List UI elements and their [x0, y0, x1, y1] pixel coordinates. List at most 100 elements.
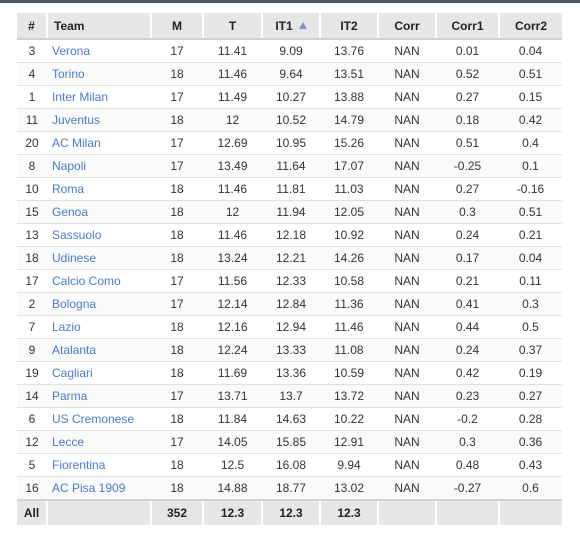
cell-t: 13.71 — [203, 385, 262, 408]
cell-corr1: 0.24 — [436, 224, 499, 247]
cell-corr2: 0.37 — [499, 339, 562, 362]
team-link[interactable]: Napoli — [47, 155, 151, 178]
cell-corr2: 0.51 — [499, 63, 562, 86]
cell-t: 11.49 — [203, 86, 262, 109]
cell-corr2: 0.5 — [499, 316, 562, 339]
total-cell-t: 12.3 — [203, 500, 262, 525]
cell-it1: 11.64 — [262, 155, 320, 178]
cell-it1: 16.08 — [262, 454, 320, 477]
total-cell-it2: 12.3 — [320, 500, 378, 525]
cell-it2: 11.46 — [320, 316, 378, 339]
cell-m: 17 — [151, 385, 203, 408]
cell-corr1: 0.44 — [436, 316, 499, 339]
column-header-team[interactable]: Team — [47, 13, 151, 39]
total-cell-it1: 12.3 — [262, 500, 320, 525]
column-header-corr[interactable]: Corr — [378, 13, 436, 39]
cell-it1: 11.81 — [262, 178, 320, 201]
cell-corr: NAN — [378, 109, 436, 132]
table-row: 12 Lecce 17 14.05 15.85 12.91 NAN 0.3 0.36 — [17, 431, 562, 454]
team-link[interactable]: Lazio — [47, 316, 151, 339]
cell-corr1: 0.42 — [436, 362, 499, 385]
cell-corr1: -0.27 — [436, 477, 499, 501]
cell-num: 7 — [17, 316, 47, 339]
column-header-it2[interactable]: IT2 — [320, 13, 378, 39]
team-link[interactable]: Udinese — [47, 247, 151, 270]
cell-m: 17 — [151, 270, 203, 293]
table-header: # Team M T IT1 IT2 Corr Corr1 Corr2 — [17, 13, 562, 39]
column-header-t[interactable]: T — [203, 13, 262, 39]
cell-corr: NAN — [378, 63, 436, 86]
cell-it2: 10.22 — [320, 408, 378, 431]
team-link[interactable]: Sassuolo — [47, 224, 151, 247]
column-header-corr1[interactable]: Corr1 — [436, 13, 499, 39]
cell-it2: 13.51 — [320, 63, 378, 86]
cell-num: 20 — [17, 132, 47, 155]
cell-it2: 14.26 — [320, 247, 378, 270]
cell-corr: NAN — [378, 132, 436, 155]
team-link[interactable]: Bologna — [47, 293, 151, 316]
column-header-label: IT2 — [340, 19, 357, 33]
column-header-label: Corr1 — [451, 19, 483, 33]
cell-corr1: 0.51 — [436, 132, 499, 155]
cell-corr: NAN — [378, 178, 436, 201]
cell-t: 13.49 — [203, 155, 262, 178]
team-link[interactable]: Torino — [47, 63, 151, 86]
top-border — [0, 0, 580, 3]
cell-corr1: 0.21 — [436, 270, 499, 293]
table-row: 13 Sassuolo 18 11.46 12.18 10.92 NAN 0.24 0.21 — [17, 224, 562, 247]
table-row: 3 Verona 17 11.41 9.09 13.76 NAN 0.01 0.04 — [17, 39, 562, 63]
cell-num: 9 — [17, 339, 47, 362]
cell-corr2: 0.42 — [499, 109, 562, 132]
cell-corr1: 0.01 — [436, 39, 499, 63]
total-cell-corr1 — [436, 500, 499, 525]
cell-num: 2 — [17, 293, 47, 316]
totals-row: All 352 12.3 12.3 12.3 — [17, 500, 562, 525]
table-row: 14 Parma 17 13.71 13.7 13.72 NAN 0.23 0.27 — [17, 385, 562, 408]
cell-num: 18 — [17, 247, 47, 270]
column-header-corr2[interactable]: Corr2 — [499, 13, 562, 39]
cell-t: 12.14 — [203, 293, 262, 316]
cell-m: 18 — [151, 408, 203, 431]
column-header-label: Corr2 — [515, 19, 547, 33]
team-link[interactable]: Genoa — [47, 201, 151, 224]
team-link[interactable]: Inter Milan — [47, 86, 151, 109]
column-header-it1[interactable]: IT1 — [262, 13, 320, 39]
column-header-m[interactable]: M — [151, 13, 203, 39]
cell-t: 11.46 — [203, 63, 262, 86]
team-link[interactable]: Juventus — [47, 109, 151, 132]
team-link[interactable]: Fiorentina — [47, 454, 151, 477]
cell-m: 18 — [151, 362, 203, 385]
cell-corr: NAN — [378, 339, 436, 362]
team-link[interactable]: Verona — [47, 39, 151, 63]
cell-corr1: -0.25 — [436, 155, 499, 178]
cell-corr1: 0.27 — [436, 178, 499, 201]
cell-corr1: 0.3 — [436, 431, 499, 454]
team-link[interactable]: Cagliari — [47, 362, 151, 385]
cell-num: 5 — [17, 454, 47, 477]
cell-m: 18 — [151, 477, 203, 501]
cell-it2: 10.92 — [320, 224, 378, 247]
cell-it1: 10.52 — [262, 109, 320, 132]
team-link[interactable]: AC Pisa 1909 — [47, 477, 151, 501]
cell-corr2: 0.11 — [499, 270, 562, 293]
team-link[interactable]: US Cremonese — [47, 408, 151, 431]
cell-m: 17 — [151, 431, 203, 454]
team-link[interactable]: Atalanta — [47, 339, 151, 362]
cell-it1: 12.18 — [262, 224, 320, 247]
team-link[interactable]: Calcio Como — [47, 270, 151, 293]
cell-t: 11.46 — [203, 178, 262, 201]
team-link[interactable]: Parma — [47, 385, 151, 408]
cell-num: 10 — [17, 178, 47, 201]
cell-it1: 12.33 — [262, 270, 320, 293]
team-link[interactable]: AC Milan — [47, 132, 151, 155]
cell-it2: 13.88 — [320, 86, 378, 109]
column-header-label: IT1 — [275, 19, 292, 33]
cell-t: 11.41 — [203, 39, 262, 63]
team-link[interactable]: Lecce — [47, 431, 151, 454]
column-header-num[interactable]: # — [17, 13, 47, 39]
cell-corr: NAN — [378, 477, 436, 501]
team-link[interactable]: Roma — [47, 178, 151, 201]
cell-t: 11.84 — [203, 408, 262, 431]
cell-corr2: 0.51 — [499, 201, 562, 224]
sort-ascending-icon[interactable] — [299, 22, 307, 29]
